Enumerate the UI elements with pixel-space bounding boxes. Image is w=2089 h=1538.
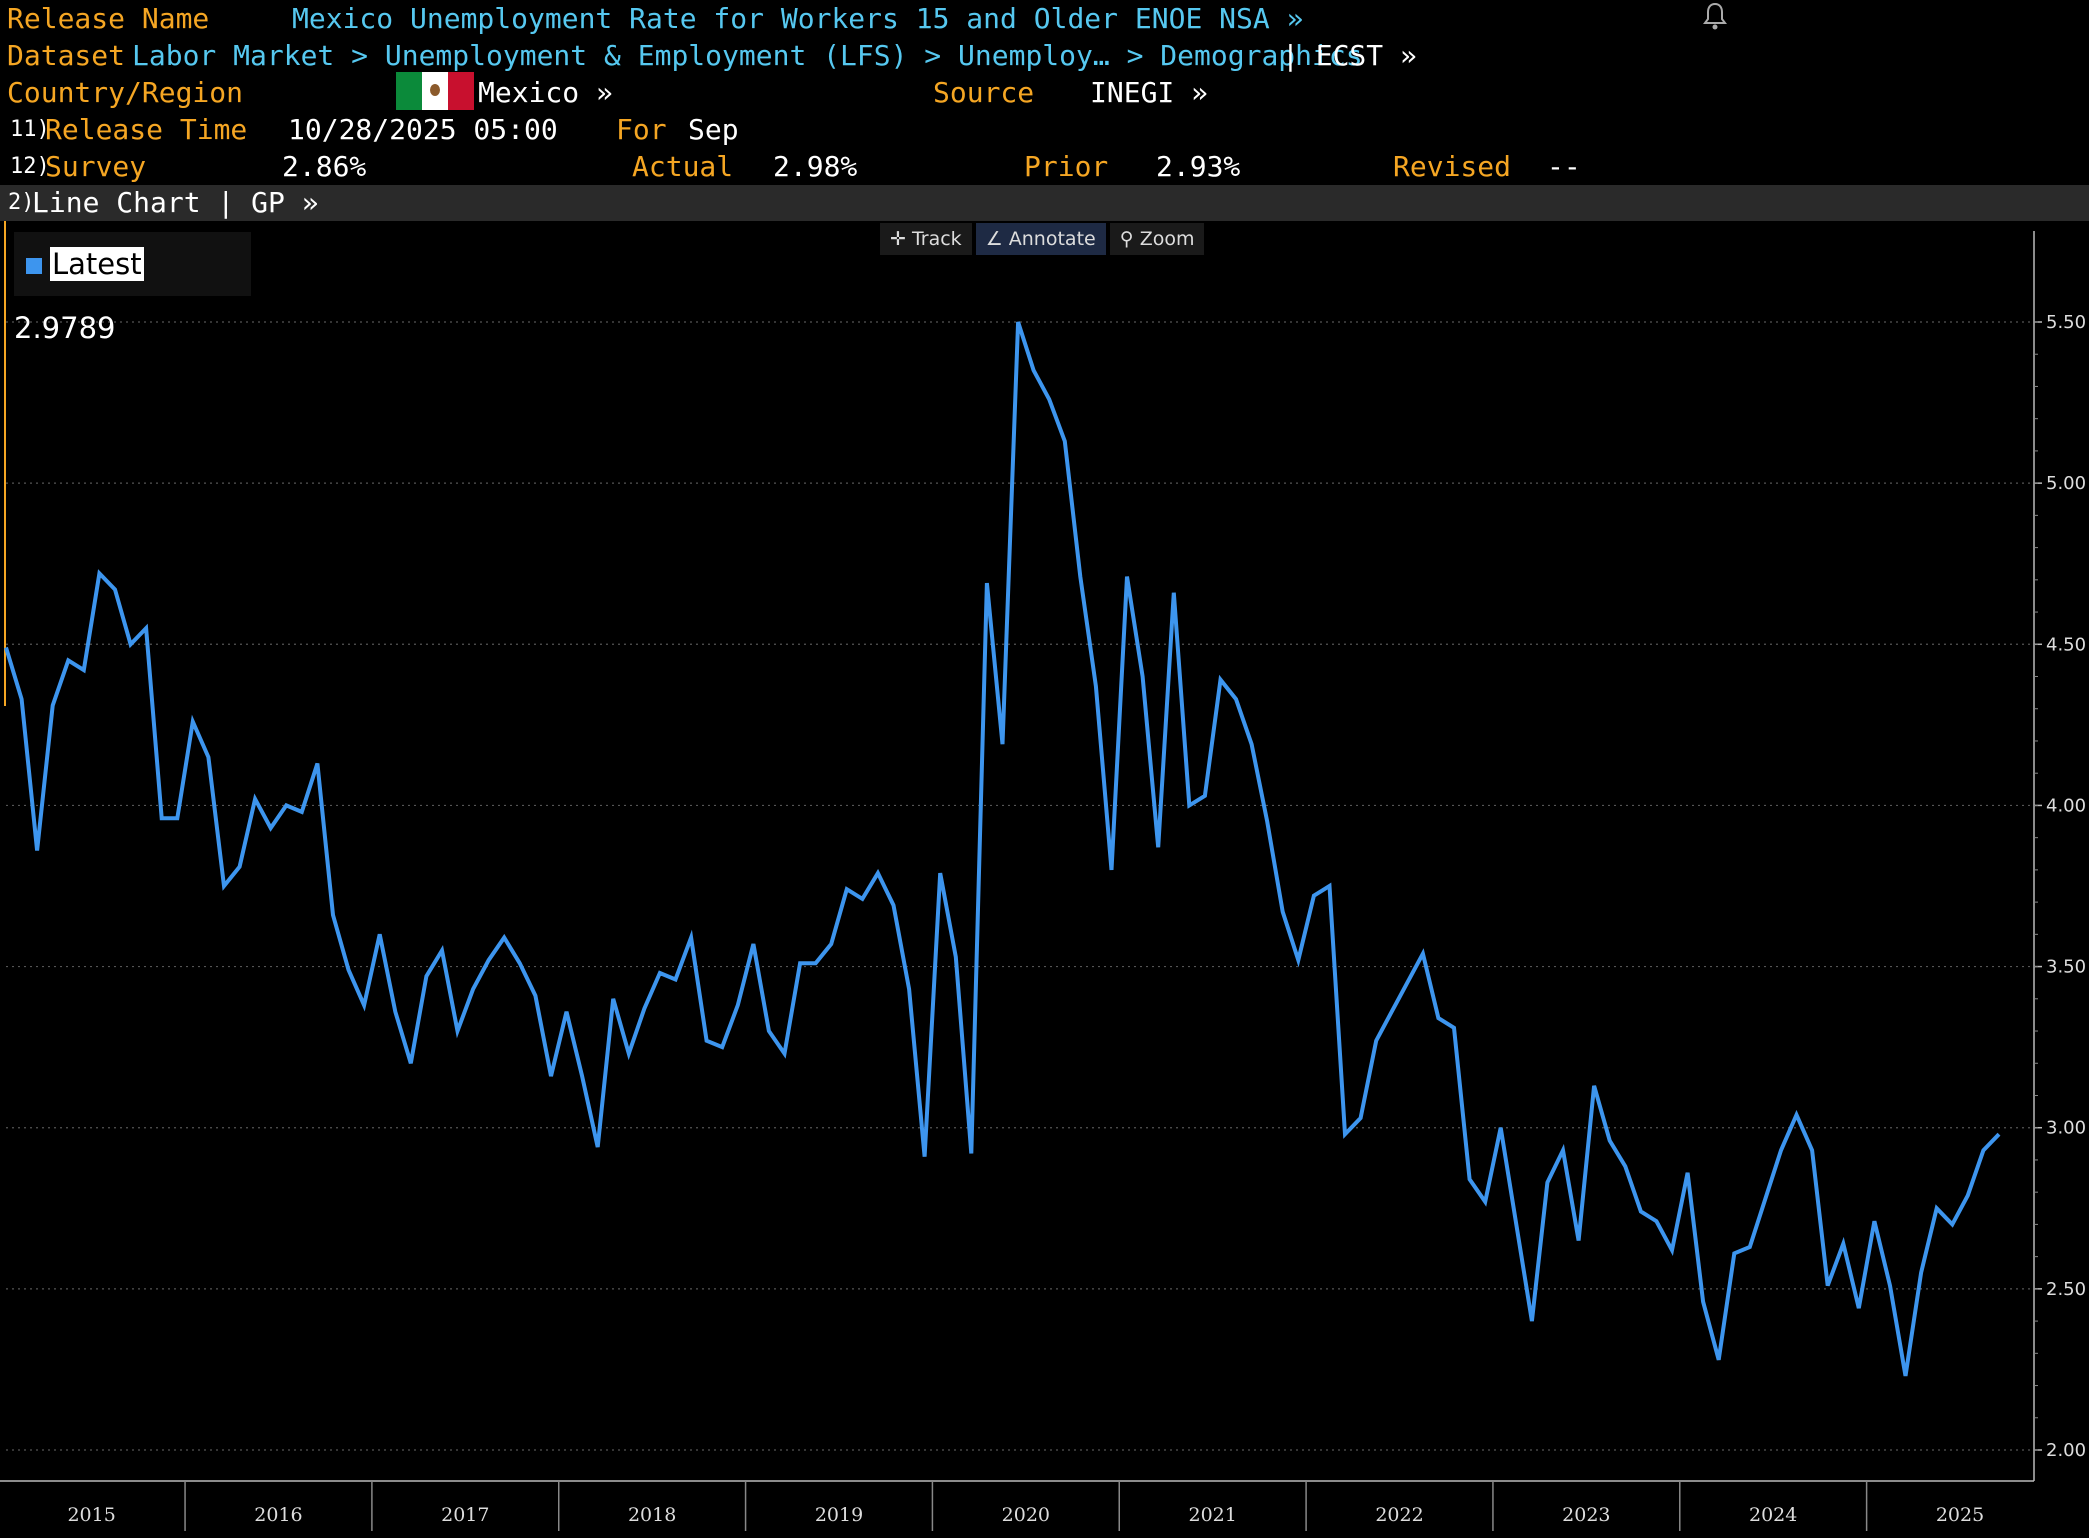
country-label: Country/Region bbox=[7, 76, 244, 109]
release-name-label: Release Name bbox=[7, 2, 210, 35]
y-tick-label: 4.50 bbox=[2046, 634, 2086, 655]
x-tick-label: 2015 bbox=[67, 1504, 115, 1526]
row-number-12[interactable]: 12) bbox=[10, 154, 50, 179]
bell-icon[interactable] bbox=[1700, 0, 1730, 32]
survey-label: Survey bbox=[45, 150, 147, 183]
x-tick-label: 2021 bbox=[1188, 1504, 1236, 1526]
mexico-flag-icon bbox=[396, 72, 474, 110]
prior-value: 2.93% bbox=[1156, 150, 1241, 183]
y-tick-label: 3.00 bbox=[2046, 1118, 2086, 1139]
source-value[interactable]: INEGI » bbox=[1090, 76, 1209, 109]
y-tick-label: 5.50 bbox=[2046, 312, 2086, 333]
revised-value: -- bbox=[1547, 150, 1581, 183]
x-tick-label: 2020 bbox=[1002, 1504, 1050, 1526]
legend-label: Latest bbox=[50, 247, 144, 281]
x-tick-label: 2024 bbox=[1749, 1504, 1797, 1526]
x-tick-label: 2017 bbox=[441, 1504, 489, 1526]
series-line bbox=[4, 321, 2001, 1377]
pencil-icon: ∠ bbox=[985, 228, 1009, 250]
y-tick-label: 5.00 bbox=[2046, 473, 2086, 494]
legend-swatch bbox=[26, 258, 42, 274]
y-tick-label: 2.00 bbox=[2046, 1440, 2086, 1461]
line-chart: 2.00 2.50 3.00 3.50 4.00 4.50 5.00 5.50 2015 2016… bbox=[0, 221, 2086, 1531]
release-time-value: 10/28/2025 05:00 bbox=[288, 113, 558, 146]
magnifier-icon: ⚲ bbox=[1119, 228, 1140, 250]
chart-bar-label: Line Chart | GP » bbox=[32, 186, 319, 219]
row-number-11[interactable]: 11) bbox=[10, 117, 50, 142]
chart-bar[interactable]: 2) Line Chart | GP » bbox=[0, 185, 2089, 221]
dataset-breadcrumb[interactable]: Labor Market > Unemployment & Employment… bbox=[132, 39, 1363, 72]
x-tick-label: 2025 bbox=[1936, 1504, 1984, 1526]
y-tick-label: 4.00 bbox=[2046, 795, 2086, 816]
x-tick-label: 2022 bbox=[1375, 1504, 1423, 1526]
x-tick-label: 2016 bbox=[254, 1504, 302, 1526]
for-label: For bbox=[616, 113, 667, 146]
track-button[interactable]: ✛ Track bbox=[880, 223, 972, 255]
dataset-suffix[interactable]: | ECST » bbox=[1282, 39, 1417, 72]
crosshair-icon: ✛ bbox=[890, 228, 912, 250]
zoom-button[interactable]: ⚲ Zoom bbox=[1109, 223, 1205, 255]
prior-label: Prior bbox=[1024, 150, 1109, 183]
y-tick-label: 2.50 bbox=[2046, 1279, 2086, 1300]
chart-area[interactable]: 2.00 2.50 3.00 3.50 4.00 4.50 5.00 5.50 2015 2016… bbox=[0, 221, 2089, 1534]
annotate-button[interactable]: ∠ Annotate bbox=[975, 223, 1106, 255]
release-time-label: Release Time bbox=[45, 113, 248, 146]
y-tick-label: 3.50 bbox=[2046, 957, 2086, 978]
legend: Latest 2.9789 bbox=[14, 232, 251, 345]
chart-toolbar: ✛ Track ∠ Annotate ⚲ Zoom bbox=[880, 223, 1205, 255]
x-tick-label: 2018 bbox=[628, 1504, 676, 1526]
x-tick-label: 2019 bbox=[815, 1504, 863, 1526]
release-name-link[interactable]: Mexico Unemployment Rate for Workers 15 … bbox=[292, 2, 1304, 35]
revised-label: Revised bbox=[1393, 150, 1512, 183]
country-value[interactable]: Mexico » bbox=[478, 76, 613, 109]
for-value: Sep bbox=[688, 113, 739, 146]
x-tick-label: 2023 bbox=[1562, 1504, 1610, 1526]
row-number-2: 2) bbox=[8, 190, 35, 215]
legend-value: 2.9789 bbox=[14, 311, 116, 345]
dataset-label: Dataset bbox=[7, 39, 126, 72]
survey-value: 2.86% bbox=[282, 150, 367, 183]
actual-label: Actual bbox=[632, 150, 734, 183]
source-label: Source bbox=[933, 76, 1035, 109]
actual-value: 2.98% bbox=[773, 150, 858, 183]
